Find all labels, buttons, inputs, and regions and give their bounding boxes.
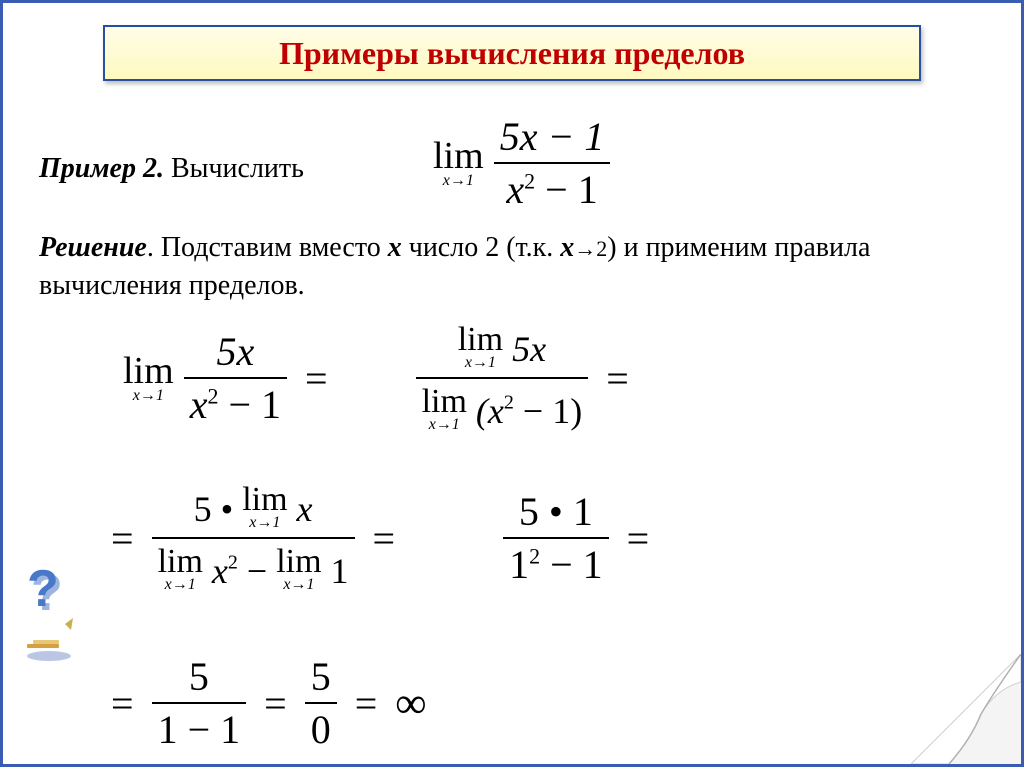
lim-symbol: lim x→1 [433,137,484,189]
step-row-1: lim x→1 5x x2 − 1 = lim x→1 5x lim x→1 (… [123,323,637,433]
step2-fraction: lim x→1 5x lim x→1 (x2 − 1) [416,323,589,433]
question-mark-icon: ? ? [21,564,77,664]
svg-text:?: ? [27,564,59,618]
step6-fraction: 5 0 [305,653,337,753]
step3-fraction: 5 • lim x→1 x lim x→1 x2 − lim x→1 1 [152,483,355,593]
title-text: Примеры вычисления пределов [279,35,745,72]
solution-text: Решение. Подставим вместо х число 2 (т.к… [39,229,985,305]
title-box: Примеры вычисления пределов [103,25,921,81]
problem-expression: lim x→1 5x − 1 x2 − 1 [433,113,610,213]
result-infinity: ∞ [395,679,426,728]
step5-fraction: 5 1 − 1 [152,653,247,753]
step-row-3: = 5 1 − 1 = 5 0 = ∞ [103,653,427,753]
step1-fraction: 5x x2 − 1 [184,328,287,428]
example-number: Пример 2. [39,153,164,184]
step4-fraction: 5 • 1 12 − 1 [503,488,609,588]
solution-label: Решение [39,232,147,263]
step-row-2: = 5 • lim x→1 x lim x→1 x2 − lim x→1 1 = [103,483,657,593]
example-label: Пример 2. Вычислить [39,153,304,185]
page-fold-icon [911,654,1021,764]
example-verb: Вычислить [164,153,304,184]
slide-frame: Примеры вычисления пределов Пример 2. Вы… [0,0,1024,767]
step1-lim: lim x→1 [123,352,174,404]
problem-fraction: 5x − 1 x2 − 1 [494,113,611,213]
